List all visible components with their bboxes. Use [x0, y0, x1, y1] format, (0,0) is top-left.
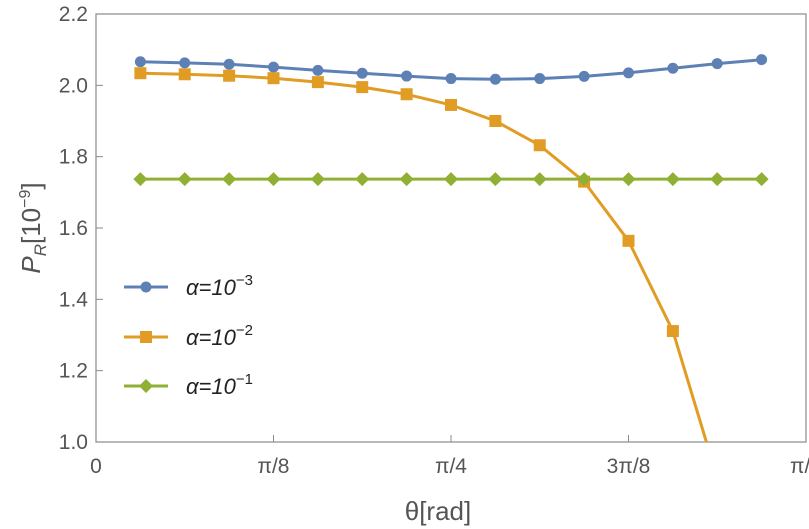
x-tick-label: π/2 — [790, 455, 809, 478]
data-point — [534, 73, 546, 85]
data-point — [134, 56, 146, 68]
data-point — [401, 70, 413, 82]
legend-marker-diamond — [139, 379, 153, 393]
data-point — [489, 73, 501, 85]
data-point — [356, 67, 368, 79]
data-point — [489, 115, 502, 127]
y-tick-label: 1.4 — [59, 288, 89, 311]
data-point — [621, 172, 636, 187]
data-point — [312, 64, 324, 76]
x-axis-title: θ[rad] — [405, 496, 472, 526]
y-tick-label: 1.8 — [59, 146, 88, 169]
legend-label-alpha-1e-2: α=10−2 — [186, 322, 253, 350]
data-point — [399, 172, 414, 187]
legend-item-alpha-1e-1: α=10−1 — [124, 371, 253, 399]
y-tick-label: 1.0 — [59, 431, 88, 454]
data-point — [754, 172, 769, 187]
data-point — [134, 67, 147, 80]
data-point — [623, 67, 634, 79]
data-point — [533, 139, 546, 152]
y-tick-label: 1.6 — [59, 217, 88, 240]
x-tick-label: 3π/8 — [607, 455, 651, 478]
legend-label-alpha-1e-1: α=10−1 — [186, 371, 253, 399]
data-point — [266, 172, 281, 187]
x-axis-ticks: 0 π/8 π/4 3π/8 π/2 — [90, 435, 809, 478]
data-point — [311, 76, 324, 89]
x-tick-label: π/4 — [435, 455, 467, 478]
y-axis-ticks: 1.0 1.2 1.4 1.6 1.8 2.0 2.2 — [59, 3, 103, 454]
data-point — [756, 54, 768, 66]
data-point — [444, 172, 458, 187]
y-axis-title: PR[10−9] — [16, 182, 50, 273]
data-point — [355, 172, 370, 187]
data-point — [179, 57, 191, 69]
data-point — [622, 234, 635, 247]
data-point — [223, 58, 235, 70]
data-point — [710, 172, 725, 187]
series-layer — [133, 54, 769, 442]
data-point — [178, 68, 191, 81]
data-point — [223, 69, 236, 82]
legend-item-alpha-1e-2: α=10−2 — [124, 322, 253, 350]
y-tick-label: 1.2 — [59, 360, 88, 383]
legend-marker-square — [140, 331, 152, 343]
data-point — [488, 172, 503, 187]
data-point — [667, 62, 679, 74]
data-point — [400, 88, 413, 101]
x-tick-label: π/8 — [257, 455, 289, 478]
data-point — [445, 98, 457, 111]
data-point — [445, 73, 457, 85]
data-point — [711, 58, 723, 70]
data-point — [267, 72, 280, 85]
legend-item-alpha-1e-3: α=10−3 — [124, 272, 253, 300]
data-point — [577, 172, 592, 187]
data-point — [356, 81, 369, 94]
y-tick-label: 2.0 — [59, 74, 88, 97]
data-point — [532, 172, 547, 187]
data-point — [268, 61, 279, 73]
data-point — [133, 172, 148, 187]
legend: α=10−3 α=10−2 α=10−1 — [124, 272, 253, 399]
data-point — [666, 325, 679, 338]
data-point — [222, 172, 237, 187]
x-tick-label: 0 — [90, 455, 102, 478]
data-point — [177, 172, 192, 187]
y-tick-label: 2.2 — [59, 3, 88, 26]
data-point — [578, 70, 590, 82]
legend-marker-circle — [140, 281, 152, 293]
series-line-1 — [140, 71, 708, 442]
data-point — [665, 172, 680, 187]
data-point — [310, 172, 325, 187]
legend-label-alpha-1e-3: α=10−3 — [186, 272, 253, 300]
